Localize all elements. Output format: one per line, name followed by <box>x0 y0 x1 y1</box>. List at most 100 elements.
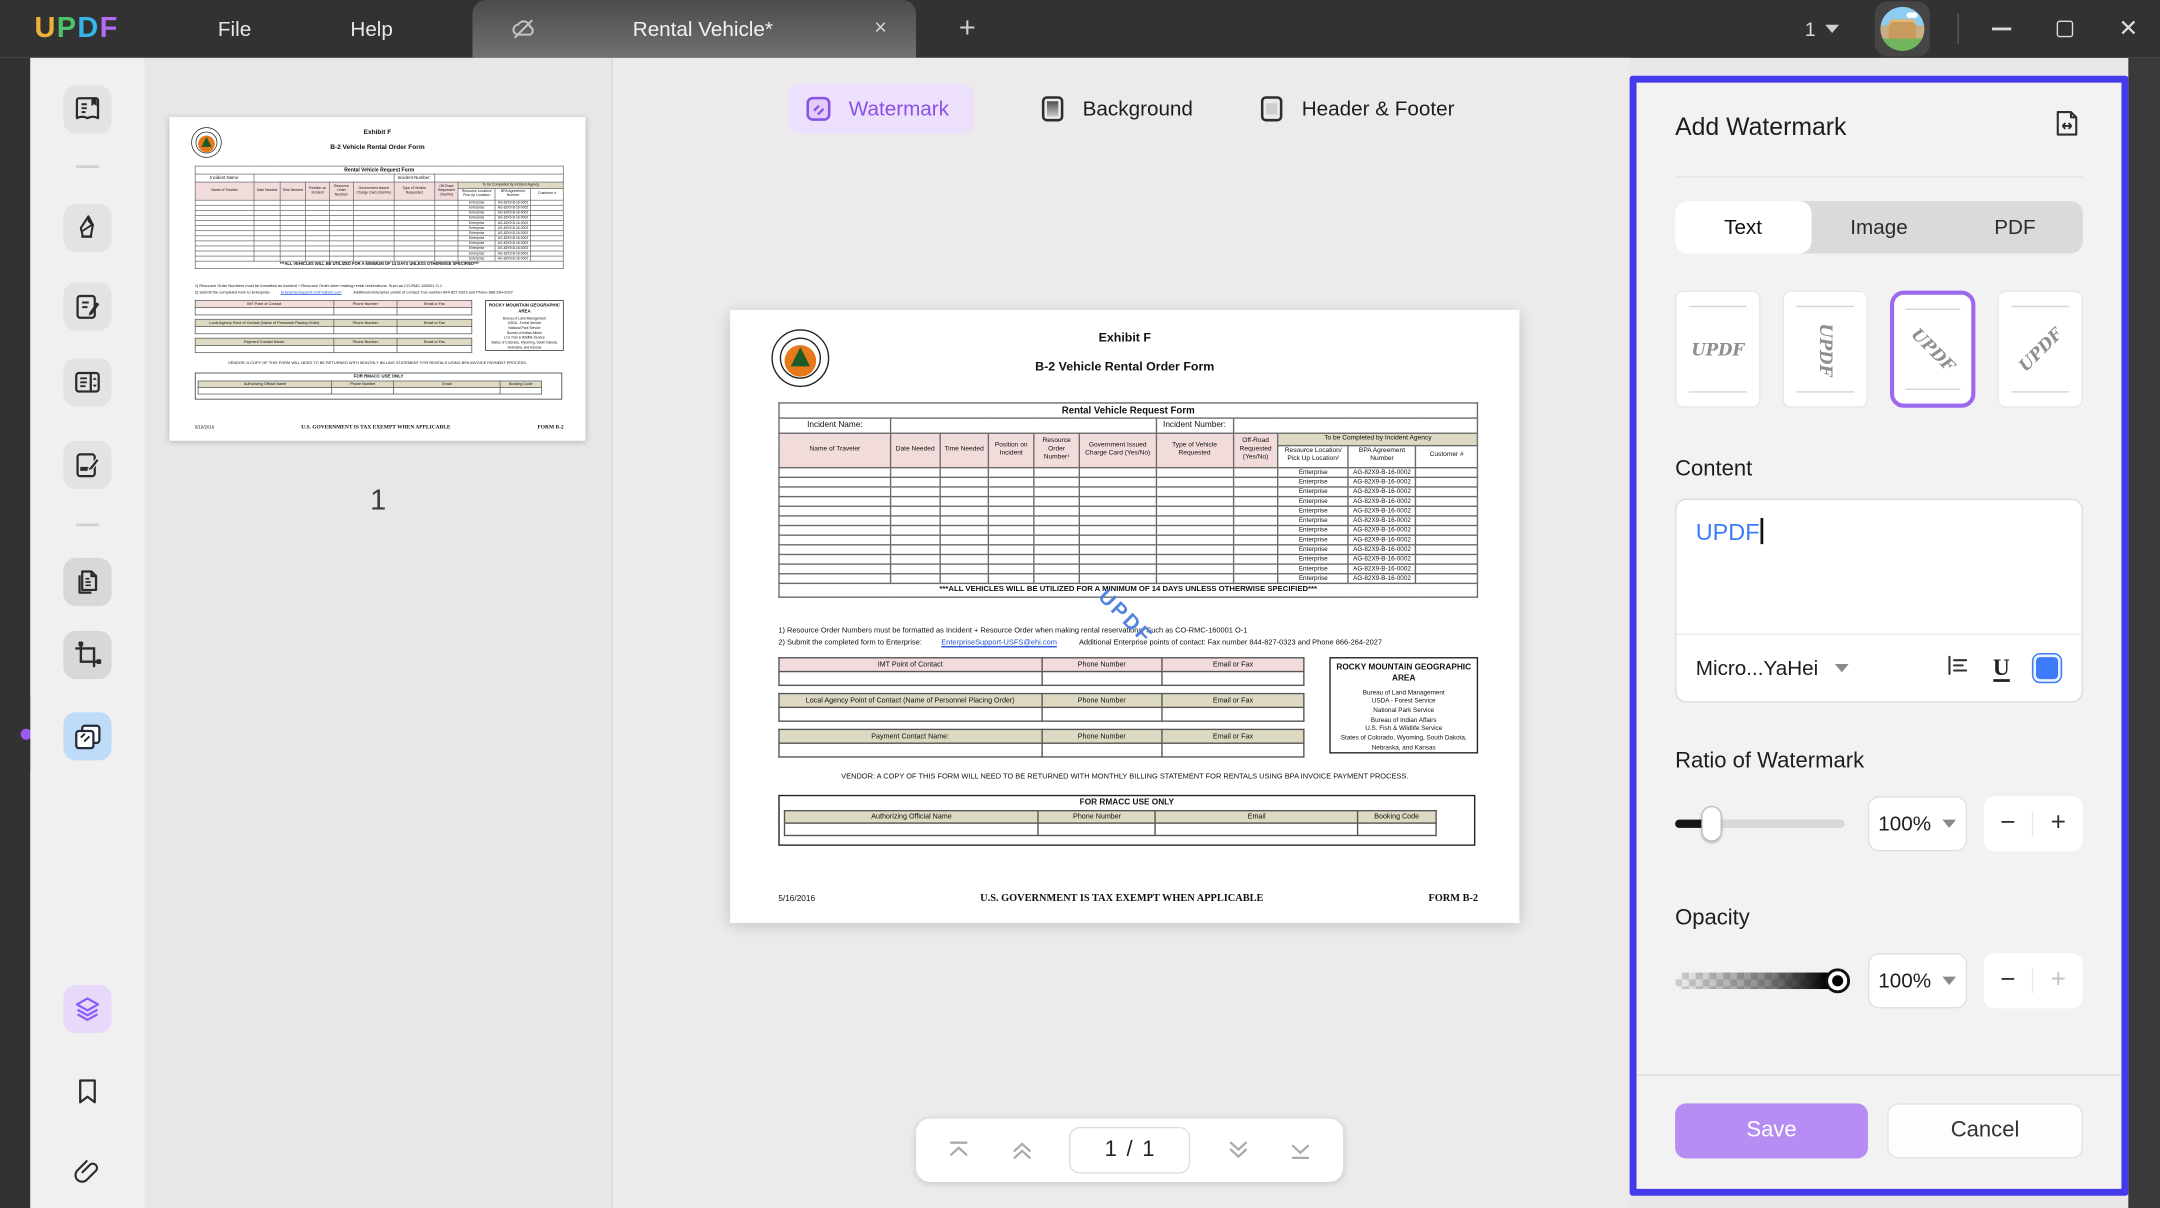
text-format-toolbar: Micro...YaHei U <box>1676 635 2081 701</box>
add-watermark-panel: Add Watermark Text Image PDF UPDF UPDF U… <box>1629 75 2129 1196</box>
email-link[interactable]: EnterpriseSupport-USFS@ehi.com <box>941 639 1057 648</box>
tab-image[interactable]: Image <box>1850 215 1908 240</box>
ratio-increase-button[interactable]: + <box>2050 808 2066 838</box>
organize-pages-icon <box>75 371 100 393</box>
window-count-dropdown[interactable]: 1 <box>1805 18 1840 40</box>
tab-text[interactable]: Text <box>1675 201 1812 254</box>
menu-file[interactable]: File <box>217 17 252 41</box>
tab-title: Rental Vehicle* <box>632 17 773 41</box>
text-color-swatch[interactable] <box>2031 652 2063 684</box>
sidebar-item-comment[interactable] <box>63 203 112 253</box>
page-number-input[interactable]: 1 / 1 <box>1068 1126 1191 1174</box>
sidebar-item-attachment[interactable] <box>63 1148 111 1196</box>
email-link[interactable]: EnterpriseSupport-USFS@ehi.com <box>280 290 342 296</box>
thumbnail-page-number: 1 <box>370 484 387 517</box>
opacity-slider-thumb[interactable] <box>1824 968 1850 994</box>
tab-pdf[interactable]: PDF <box>1994 215 2036 240</box>
right-edge-strip <box>2128 57 2160 1208</box>
opacity-increase-button[interactable]: + <box>2050 965 2066 995</box>
payment-contact-table: Payment Contact Name: Phone Number Email… <box>778 728 1305 758</box>
sidebar-item-edit[interactable] <box>63 282 112 331</box>
ratio-value-dropdown[interactable]: 100% <box>1867 796 1967 852</box>
apply-to-pages-button[interactable] <box>2051 107 2083 146</box>
collapse-dot-icon <box>20 728 32 740</box>
footnote-1: 1) Resource Order Numbers must be format… <box>778 626 1248 636</box>
buttons-divider <box>1636 1074 2122 1076</box>
incident-name-field <box>890 417 1157 434</box>
paperclip-icon <box>74 1160 99 1183</box>
watermark-tool-icon <box>806 96 831 121</box>
footnote-2: 2) Submit the completed form to Enterpri… <box>194 290 513 296</box>
watermark-icon <box>75 724 101 750</box>
incident-name-field <box>253 173 395 183</box>
preset-vertical[interactable]: UPDF <box>1782 290 1868 408</box>
page-footer: 5/16/2016 U.S. GOVERNMENT IS TAX EXEMPT … <box>195 423 564 430</box>
column-header: Position on Incident <box>305 181 330 201</box>
table-row: Enterprise AG-82X9-B-16-0002 <box>778 543 1479 555</box>
sidebar-item-organize[interactable] <box>63 358 112 407</box>
geo-title: ROCKY MOUNTAIN GEOGRAPHIC AREA <box>488 303 560 314</box>
preset-diagonal-down[interactable]: UPDF <box>1889 290 1976 408</box>
sidebar-item-layers[interactable] <box>63 984 112 1034</box>
table-body-rows: Enterprise AG-82X9-B-16-0002 Enterprise AG-… <box>194 199 564 262</box>
footer-form-number: FORM B-2 <box>1428 891 1479 904</box>
sidebar-item-reader[interactable] <box>63 85 112 134</box>
sidebar-item-sign[interactable] <box>63 440 112 490</box>
pdf-page[interactable]: Exhibit F B-2 Vehicle Rental Order Form … <box>730 309 1520 923</box>
align-button[interactable] <box>1943 651 1971 685</box>
tab-close-icon[interactable]: × <box>874 16 887 40</box>
tool-watermark[interactable]: Watermark <box>788 84 974 134</box>
content-label: Content <box>1675 457 1753 481</box>
sidebar-item-crop[interactable] <box>63 630 112 680</box>
save-button[interactable]: Save <box>1675 1103 1868 1159</box>
underline-button[interactable]: U <box>1992 653 2010 682</box>
table-row: Enterprise AG-82X9-B-16-0002 <box>194 235 564 242</box>
first-page-icon[interactable] <box>944 1135 974 1165</box>
document-tab[interactable]: Rental Vehicle* × <box>472 0 917 58</box>
imt-contact-table: IMT Point of Contact Phone Number Email … <box>194 300 473 316</box>
agency-column-header: BPA Agreement Number <box>1347 445 1417 468</box>
menu-help[interactable]: Help <box>350 17 393 41</box>
preset-diagonal-up[interactable]: UPDF <box>1997 290 2083 408</box>
tool-header-footer[interactable]: Header & Footer <box>1256 94 1455 124</box>
account-avatar[interactable] <box>1874 1 1930 57</box>
previous-page-icon[interactable] <box>1006 1135 1036 1165</box>
table-row: Enterprise AG-82X9-B-16-0002 <box>778 563 1479 575</box>
preset-horizontal[interactable]: UPDF <box>1675 290 1761 408</box>
sidebar-item-pages[interactable] <box>63 557 112 607</box>
column-header: Government Issued Charge Card (Yes/No) <box>1078 432 1157 468</box>
opacity-stepper: − + <box>1983 953 2083 1009</box>
new-tab-button[interactable]: + <box>958 12 976 45</box>
background-tool-icon <box>1041 96 1064 122</box>
ratio-decrease-button[interactable]: − <box>2000 808 2016 838</box>
chevron-down-icon[interactable] <box>1834 663 1849 673</box>
column-header: Time Needed <box>938 432 990 468</box>
sidebar-divider <box>75 165 100 169</box>
opacity-value-dropdown[interactable]: 100% <box>1867 953 1967 1009</box>
page-thumbnail[interactable]: Exhibit F B-2 Vehicle Rental Order Form … <box>169 117 586 441</box>
opacity-decrease-button[interactable]: − <box>2000 965 2016 995</box>
font-family-select[interactable]: Micro...YaHei <box>1695 656 1819 680</box>
exhibit-label: Exhibit F <box>363 127 392 136</box>
table-row: Enterprise AG-82X9-B-16-0002 <box>778 534 1479 546</box>
cancel-button[interactable]: Cancel <box>1887 1103 2083 1159</box>
ratio-slider-thumb[interactable] <box>1701 805 1722 842</box>
tool-sidebar <box>30 57 145 1208</box>
next-page-icon[interactable] <box>1223 1135 1253 1165</box>
maximize-button[interactable] <box>2033 0 2096 58</box>
table-title: Rental Vehicle Request Form <box>778 402 1479 419</box>
minimize-button[interactable] <box>1970 0 2033 58</box>
close-button[interactable]: ✕ <box>2097 0 2160 58</box>
chevron-down-icon <box>1942 976 1956 985</box>
opacity-slider[interactable] <box>1675 968 1850 994</box>
rmacc-title: FOR RMACC USE ONLY <box>1079 798 1174 808</box>
last-page-icon[interactable] <box>1285 1135 1315 1165</box>
ratio-label: Ratio of Watermark <box>1675 749 1865 773</box>
sidebar-item-bookmark[interactable] <box>63 1068 111 1116</box>
current-page: 1 <box>1104 1137 1117 1162</box>
ratio-slider[interactable] <box>1675 805 1844 842</box>
watermark-text-input[interactable]: UPDF <box>1676 500 2082 636</box>
sidebar-item-watermark[interactable] <box>63 712 112 761</box>
column-header: Time Needed <box>279 181 306 201</box>
tool-background[interactable]: Background <box>1037 94 1193 124</box>
